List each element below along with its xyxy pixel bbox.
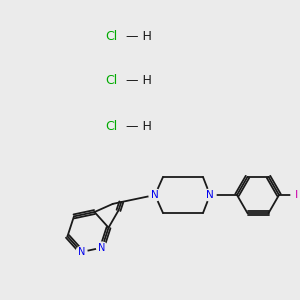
- Text: N: N: [98, 243, 106, 253]
- Text: Cl: Cl: [106, 74, 118, 88]
- Text: — H: — H: [118, 74, 152, 88]
- Circle shape: [97, 242, 108, 253]
- Circle shape: [149, 189, 161, 201]
- Circle shape: [291, 189, 300, 201]
- Text: N: N: [78, 247, 85, 257]
- Text: N: N: [206, 190, 214, 200]
- Circle shape: [204, 189, 216, 201]
- Text: I: I: [296, 190, 298, 200]
- Circle shape: [76, 247, 87, 257]
- Text: — H: — H: [118, 29, 152, 43]
- Text: Cl: Cl: [106, 119, 118, 133]
- Text: — H: — H: [118, 119, 152, 133]
- Text: N: N: [151, 190, 159, 200]
- Text: Cl: Cl: [106, 29, 118, 43]
